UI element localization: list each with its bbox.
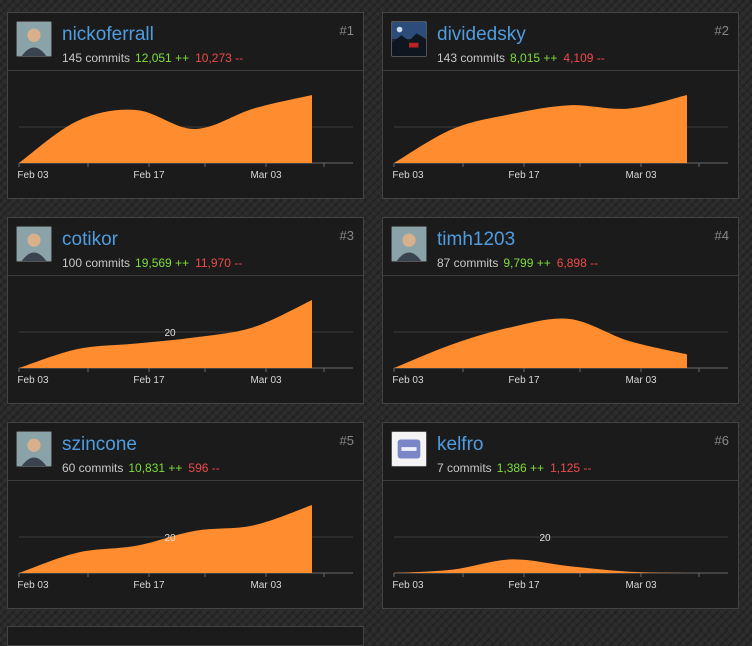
commit-area-series: [19, 505, 312, 573]
avatar[interactable]: [391, 431, 427, 467]
contributor-card: kelfro 7 commits 1,386 ++ 1,125 -- #6 20 Fe…: [382, 422, 739, 609]
contributor-card: cotikor 100 commits 19,569 ++ 11,970 -- #3…: [7, 217, 364, 404]
additions-count: 1,386 ++: [496, 461, 545, 475]
contributor-rank: #6: [714, 433, 729, 448]
x-axis-tick-label: Mar 03: [250, 170, 282, 181]
x-axis-tick-label: Mar 03: [625, 580, 657, 591]
contributor-card: dividedsky 143 commits 8,015 ++ 4,109 -- #…: [382, 12, 739, 199]
deletions-count: 596 --: [188, 461, 220, 475]
x-axis-tick-label: Feb 03: [17, 375, 49, 386]
avatar[interactable]: [391, 21, 427, 57]
contributor-rank: #2: [714, 23, 729, 38]
commit-activity-chart: Feb 03 Feb 17 Mar 03: [392, 318, 728, 386]
y-axis-label: 20: [164, 328, 176, 339]
commit-activity-chart: 20 Feb 03 Feb 17 Mar 03: [392, 533, 728, 591]
x-axis-tick-label: Feb 17: [508, 170, 540, 181]
additions-count: 19,569 ++: [135, 256, 190, 270]
x-axis-tick-label: Mar 03: [625, 375, 657, 386]
contributor-card-partial: [7, 626, 364, 646]
contributor-card: nickoferrall 145 commits 12,051 ++ 10,273 …: [7, 12, 364, 199]
avatar[interactable]: [16, 431, 52, 467]
contributor-rank: #3: [339, 228, 354, 243]
commit-area-series: [394, 95, 687, 163]
contributor-rank: #4: [714, 228, 729, 243]
contributor-card: timh1203 87 commits 9,799 ++ 6,898 -- #4 F…: [382, 217, 739, 404]
commit-area-series: [19, 95, 312, 163]
avatar[interactable]: [391, 226, 427, 262]
contributor-stats: 143 commits 8,015 ++ 4,109 --: [437, 51, 605, 65]
commit-activity-chart: Feb 03 Feb 17 Mar 03: [17, 95, 353, 181]
commits-link[interactable]: 145 commits: [62, 51, 131, 65]
deletions-count: 6,898 --: [556, 256, 599, 270]
x-axis-tick-label: Feb 17: [508, 375, 540, 386]
x-axis-tick-label: Feb 03: [392, 375, 424, 386]
deletions-count: 4,109 --: [563, 51, 605, 65]
deletions-count: 11,970 --: [195, 256, 243, 270]
x-axis-tick-label: Feb 03: [392, 170, 424, 181]
y-axis-label: 20: [164, 533, 176, 544]
contributor-stats: 100 commits 19,569 ++ 11,970 --: [62, 256, 242, 270]
contributor-header: kelfro 7 commits 1,386 ++ 1,125 -- #6: [383, 423, 738, 481]
contributor-header: nickoferrall 145 commits 12,051 ++ 10,273 …: [8, 13, 363, 71]
deletions-count: 1,125 --: [550, 461, 592, 475]
x-axis-tick-label: Feb 17: [508, 580, 540, 591]
contributor-rank: #1: [339, 23, 354, 38]
contributor-username-link[interactable]: szincone: [62, 434, 137, 455]
commits-link[interactable]: 87 commits: [437, 256, 499, 270]
contributor-stats: 145 commits 12,051 ++ 10,273 --: [62, 51, 243, 65]
commit-activity-chart: 20 Feb 03 Feb 17 Mar 03: [17, 300, 353, 386]
commits-link[interactable]: 143 commits: [437, 51, 506, 65]
contributor-header: timh1203 87 commits 9,799 ++ 6,898 -- #4: [383, 218, 738, 276]
contributor-username-link[interactable]: kelfro: [437, 434, 484, 455]
additions-count: 12,051 ++: [135, 51, 190, 65]
contributor-stats: 60 commits 10,831 ++ 596 --: [62, 461, 220, 475]
x-axis-tick-label: Feb 03: [17, 170, 49, 181]
x-axis-tick-label: Feb 17: [133, 170, 165, 181]
x-axis-tick-label: Mar 03: [250, 580, 282, 591]
contributor-username-link[interactable]: nickoferrall: [62, 24, 154, 45]
x-axis-tick-label: Feb 17: [133, 580, 165, 591]
x-axis-tick-label: Mar 03: [250, 375, 282, 386]
x-axis-tick-label: Feb 03: [17, 580, 49, 591]
contributor-username-link[interactable]: cotikor: [62, 229, 118, 250]
avatar[interactable]: [16, 21, 52, 57]
commits-link[interactable]: 60 commits: [62, 461, 124, 475]
commits-link[interactable]: 100 commits: [62, 256, 131, 270]
additions-count: 8,015 ++: [510, 51, 558, 65]
commit-activity-chart: Feb 03 Feb 17 Mar 03: [392, 95, 728, 181]
deletions-count: 10,273 --: [195, 51, 244, 65]
commit-area-series: [394, 559, 687, 573]
contributor-username-link[interactable]: timh1203: [437, 229, 516, 250]
additions-count: 10,831 ++: [128, 461, 183, 475]
contributor-username-link[interactable]: dividedsky: [437, 24, 526, 45]
additions-count: 9,799 ++: [503, 256, 551, 270]
x-axis-tick-label: Feb 03: [392, 580, 424, 591]
commit-area-series: [19, 300, 312, 368]
x-axis-tick-label: Feb 17: [133, 375, 165, 386]
contributor-header: szincone 60 commits 10,831 ++ 596 -- #5: [8, 423, 363, 481]
commit-area-series: [394, 318, 687, 368]
contributor-rank: #5: [339, 433, 354, 448]
contributor-header: dividedsky 143 commits 8,015 ++ 4,109 -- #…: [383, 13, 738, 71]
commit-activity-chart: 20 Feb 03 Feb 17 Mar 03: [17, 505, 353, 591]
contributor-stats: 87 commits 9,799 ++ 6,898 --: [437, 256, 598, 270]
contributor-header: cotikor 100 commits 19,569 ++ 11,970 -- #3: [8, 218, 363, 276]
commits-link[interactable]: 7 commits: [437, 461, 492, 475]
avatar[interactable]: [16, 226, 52, 262]
contributor-card: szincone 60 commits 10,831 ++ 596 -- #5 20…: [7, 422, 364, 609]
y-axis-label: 20: [539, 533, 551, 544]
contributor-stats: 7 commits 1,386 ++ 1,125 --: [437, 461, 591, 475]
x-axis-tick-label: Mar 03: [625, 170, 657, 181]
